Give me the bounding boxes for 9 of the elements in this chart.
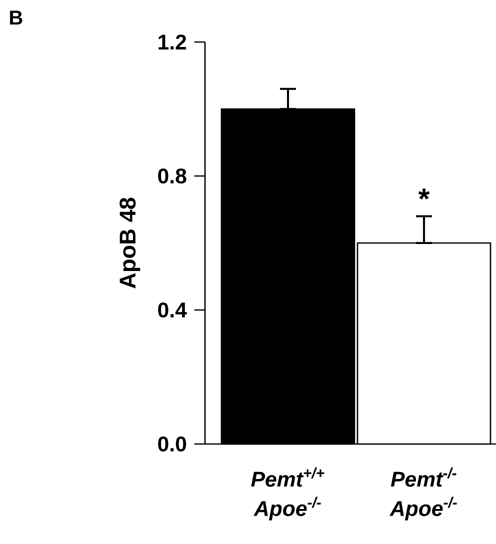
y-tick-label: 1.2 — [158, 34, 186, 50]
y-axis-title: ApoB 48 — [120, 198, 140, 288]
y-tick-label: 0.8 — [158, 168, 186, 184]
y-tick-label: 0.0 — [158, 436, 186, 452]
category-label: Pemt$^{+/+}$ Apoe$^{-/-}$ — [251, 467, 324, 520]
category-label: Pemt$^{-/-}$ Apoe$^{-/-}$ — [390, 467, 457, 520]
annotation: * — [418, 188, 430, 200]
text: B — [10, 10, 22, 24]
y-tick-label: 0.4 — [158, 302, 187, 318]
